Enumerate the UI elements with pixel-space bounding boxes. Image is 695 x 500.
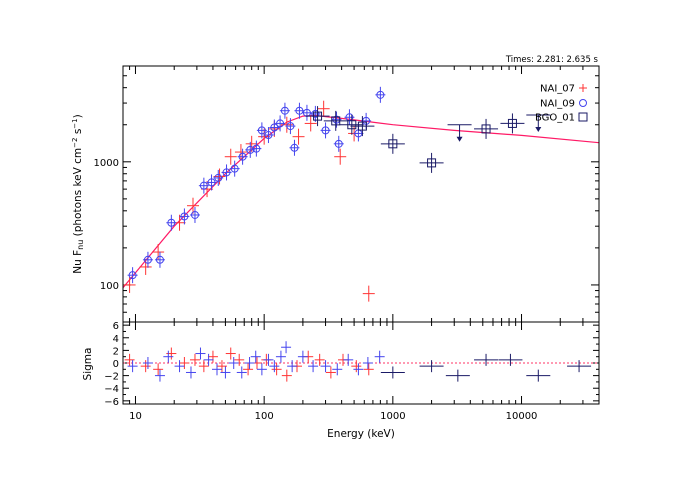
x-tick-label: 10 [129,411,142,422]
point-nai-09-marker [280,106,289,115]
spectrum-axis-ticks: 100 1000 [94,65,600,323]
y-axis-title-seconds: s [72,129,84,138]
y-axis-title-subscript: nu [76,240,85,250]
residual-y-tick-label: −4 [104,384,119,395]
point-nai-09-marker [321,126,330,135]
legend-label-nai-07: NAI_07 [540,84,575,95]
point-bgo-01-marker [427,158,437,168]
point-nai-09-marker [290,143,299,152]
point-nai-09-marker [238,152,247,161]
spectrum-panel: 100 1000 NAI_07 NAI_09 BGO_01 [94,65,600,323]
x-axis-title: Energy (keV) [327,428,395,440]
point-nai-09-marker [311,109,320,118]
spectrum-plot-frame [122,65,600,323]
point-nai-09-marker [190,210,199,219]
y-tick-label: 100 [100,281,119,292]
upper-limit-arrow [535,126,542,132]
x-tick-label: 10000 [506,411,538,422]
residual-y-tick-label: −2 [104,372,119,383]
point-bgo-01-marker [357,121,367,131]
residuals-axis-ticks: 10 100 1000 10000 6 42 0 −2−4 −6 [104,321,600,422]
point-bgo-01-marker [331,116,341,126]
point-nai-09-marker [295,106,304,115]
point-nai-09-marker [167,218,176,227]
y-axis-title-units: (photons keV cm [72,148,84,237]
legend-label-nai-09: NAI_09 [540,99,575,110]
residual-y-tick-label: −6 [104,397,119,408]
point-nai-09-marker [214,173,223,182]
residual-y-tick-label: 2 [113,346,119,357]
point-nai-09-marker [246,145,255,154]
point-nai-09-marker [334,139,343,148]
point-bgo-01-marker [507,118,517,128]
point-nai-09-marker [143,255,152,264]
point-nai-09-marker [276,119,285,128]
y-axis-title-close: ) [72,114,84,118]
y-axis-title-main: Nu F [72,250,84,274]
point-nai-09-marker [207,178,216,187]
y-tick-label: 1000 [94,158,119,169]
upper-limit-arrow [456,136,463,142]
x-tick-label: 1000 [380,411,405,422]
point-bgo-01-marker [481,124,491,134]
y-axis-title-exponent-1: −2 [71,138,79,148]
model-line [122,114,600,289]
point-nai-09-marker [264,131,273,140]
residual-y-axis-title: Sigma [82,348,94,381]
legend-label-bgo-01: BGO_01 [535,113,575,124]
residual-y-tick-label: 4 [113,334,119,345]
point-nai-09-marker [376,90,385,99]
legend-marker-square [578,112,588,122]
residual-y-tick-label: 6 [113,321,119,332]
y-axis-title-exponent-2: −1 [71,118,79,128]
residuals-panel: 10 100 1000 10000 6 42 0 −2−4 −6 [104,321,600,422]
point-nai-09-marker [155,255,164,264]
legend-marker-circle [579,99,587,107]
point-nai-09-marker [270,123,279,132]
point-nai-09-marker [222,168,231,177]
point-bgo-01-marker [313,111,323,121]
residual-data-points [124,341,592,382]
x-tick-label: 100 [255,411,274,422]
point-bgo-01-marker [388,139,398,149]
residual-y-tick-label: 0 [113,359,119,370]
residuals-plot-frame [122,321,600,405]
svg-text:Nu Fnu (photons keV cm−2 s−1): Nu Fnu (photons keV cm−2 s−1) [71,114,85,274]
y-axis-title: Nu Fnu (photons keV cm−2 s−1) [71,114,85,274]
point-nai-09-marker [252,144,261,153]
point-nai-09-marker [128,271,137,280]
point-nai-09-marker [286,122,295,131]
point-nai-09-marker [180,212,189,221]
point-nai-09-marker [199,181,208,190]
legend: NAI_07 NAI_09 BGO_01 [535,84,588,124]
point-nai-09-marker [257,126,266,135]
times-annotation: Times: 2.281: 2.635 s [505,55,599,65]
point-bgo-01-marker [347,120,357,130]
model-curve [122,114,600,289]
point-nai-09-marker [230,164,239,173]
spectrum-data-points [123,86,551,302]
